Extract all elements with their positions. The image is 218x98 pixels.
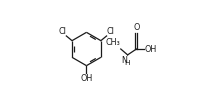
- Text: H: H: [124, 60, 130, 66]
- Text: Cl: Cl: [107, 27, 115, 36]
- Text: OH: OH: [145, 44, 157, 54]
- Text: N: N: [121, 56, 127, 65]
- Text: O: O: [133, 23, 140, 32]
- Text: CH₃: CH₃: [106, 38, 120, 47]
- Text: Cl: Cl: [58, 27, 66, 36]
- Text: OH: OH: [80, 74, 93, 83]
